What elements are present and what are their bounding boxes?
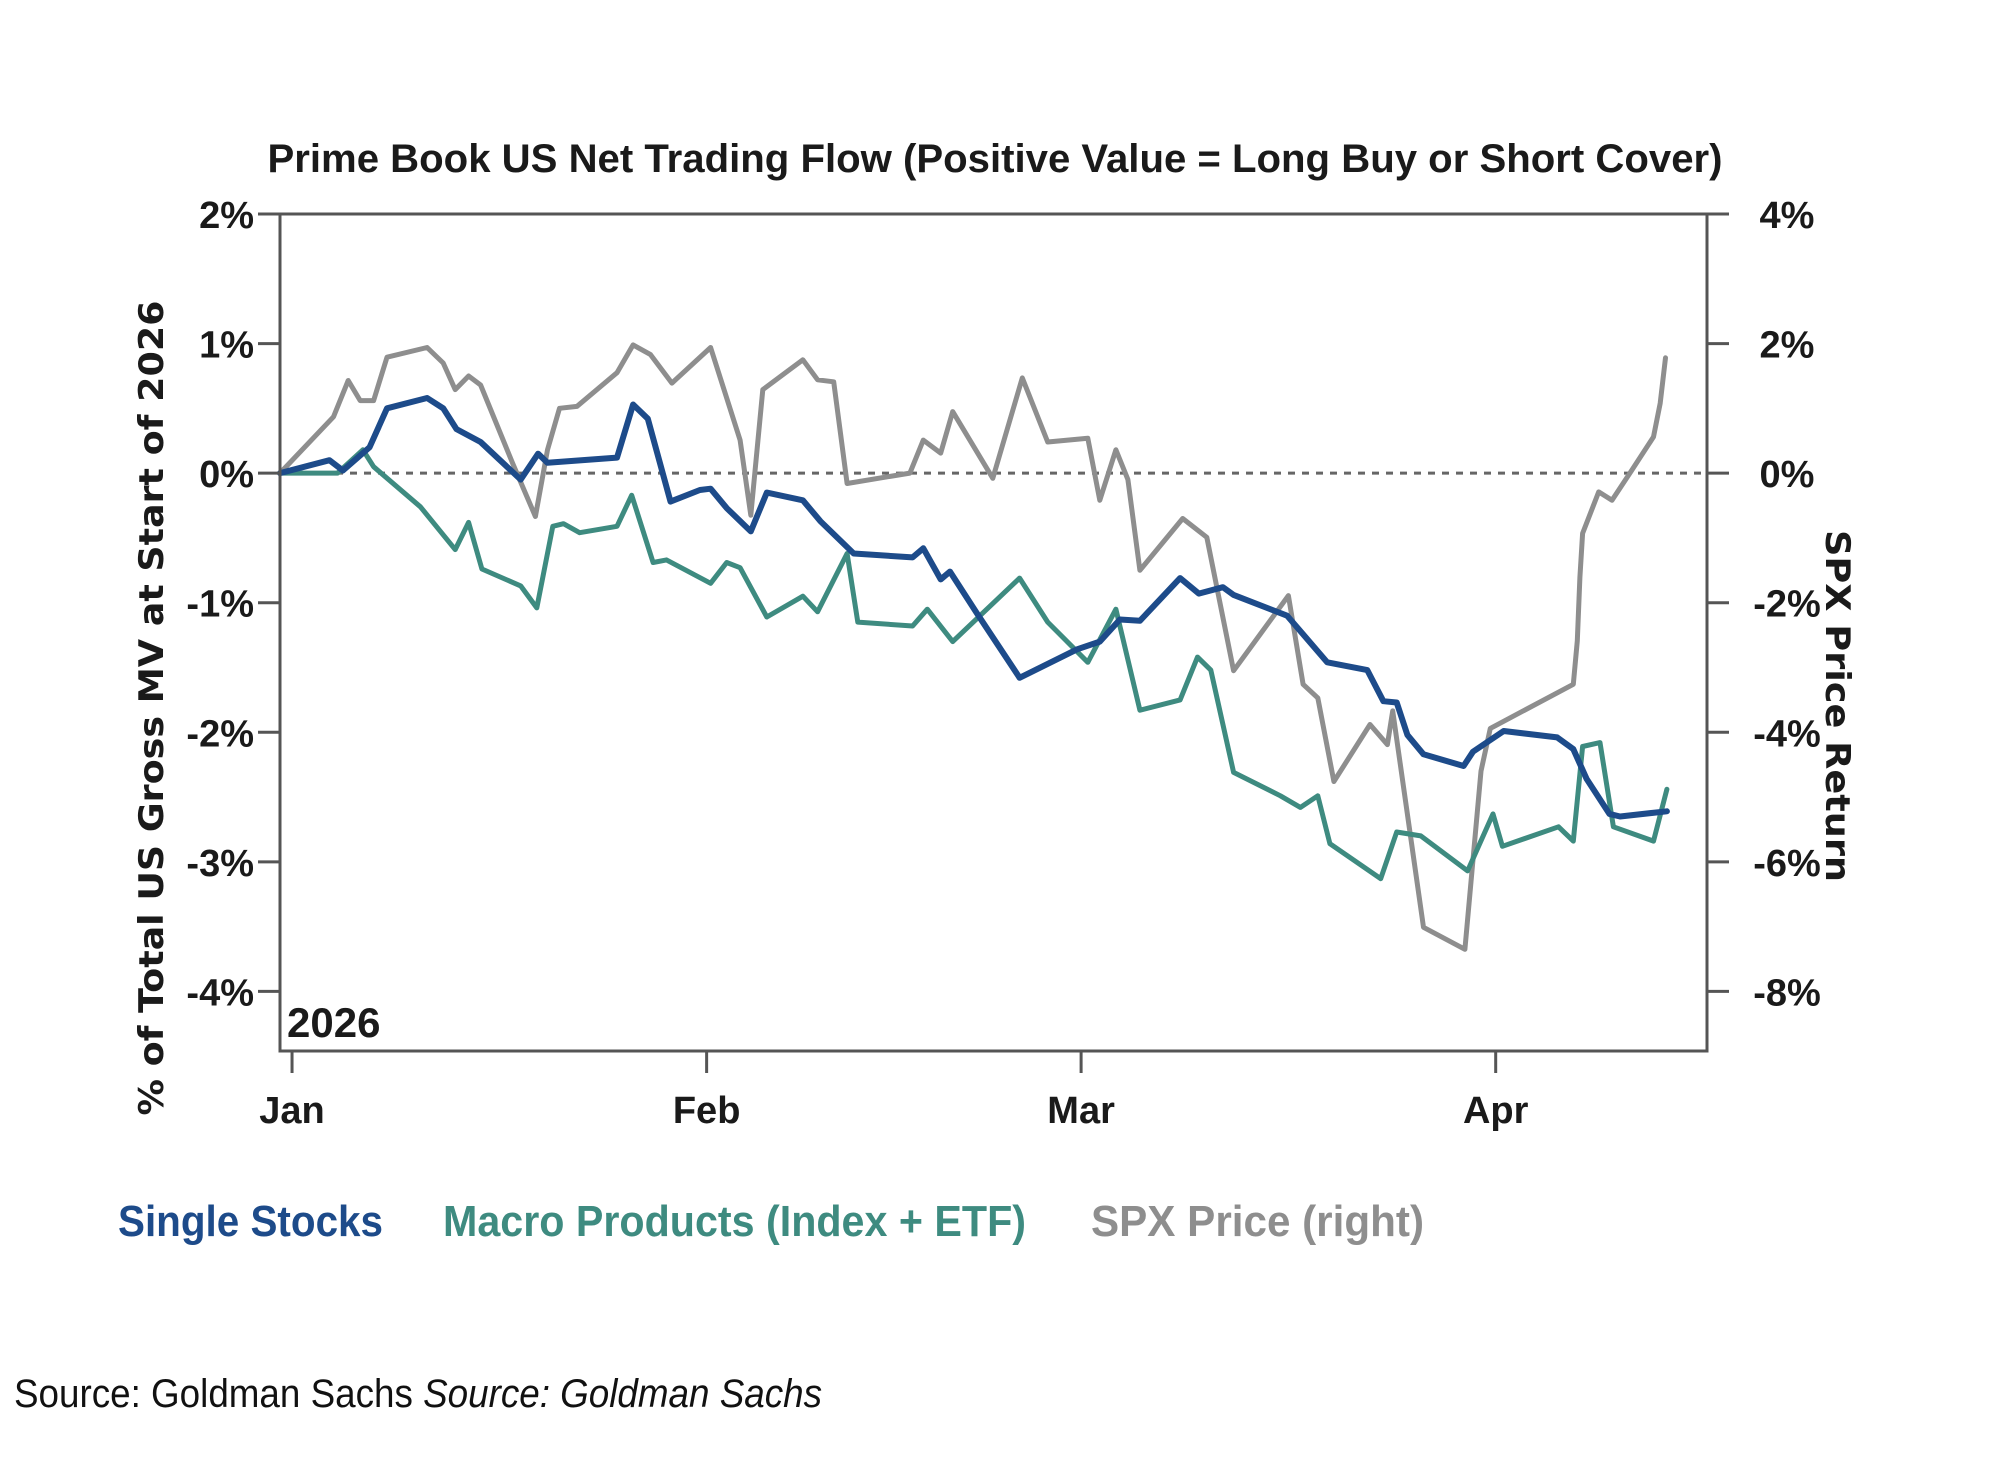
y-right-tick-label: -8% bbox=[1753, 972, 1821, 1014]
y-left-tick-label: -2% bbox=[186, 713, 254, 755]
y-axis-left-title: % of Total US Gross MV at Start of 2026 bbox=[132, 301, 172, 1116]
legend-item-single-stocks: Single Stocks bbox=[118, 1197, 383, 1246]
chart-title: Prime Book US Net Trading Flow (Positive… bbox=[268, 137, 1723, 181]
x-tick-label-mar: Mar bbox=[1047, 1090, 1115, 1132]
y-axis-right-title: SPX Price Return bbox=[1817, 530, 1857, 882]
y-left-tick-label: -1% bbox=[186, 584, 254, 626]
y-left-tick-label: 1% bbox=[199, 325, 254, 367]
series-line-single-stocks bbox=[277, 395, 1670, 820]
y-right-tick-label: -6% bbox=[1753, 843, 1821, 885]
y-right-tick-label: -4% bbox=[1753, 713, 1821, 755]
legend: Single Stocks Macro Products (Index + ET… bbox=[118, 1197, 1424, 1246]
y-axis-left-title-group: % of Total US Gross MV at Start of 2026 bbox=[132, 301, 172, 1116]
plot-frame bbox=[278, 212, 1709, 1053]
y-right-tick-label: 2% bbox=[1760, 325, 1815, 367]
y-left-tick-label: 2% bbox=[199, 195, 254, 237]
y-right-tick-label: -2% bbox=[1753, 584, 1821, 626]
y-right-tick-label: 4% bbox=[1760, 195, 1815, 237]
series-line-spx-price-right bbox=[277, 342, 1668, 952]
source-text: Source: Goldman Sachs bbox=[14, 1372, 413, 1416]
year-annotation: 2026 bbox=[287, 999, 380, 1046]
legend-item-spx-price: SPX Price (right) bbox=[1091, 1197, 1424, 1246]
y-right-tick-label: 0% bbox=[1760, 454, 1815, 496]
x-tick-label-feb: Feb bbox=[673, 1090, 741, 1132]
x-tick-label-jan: Jan bbox=[259, 1090, 324, 1132]
y-left-tick-label: -4% bbox=[186, 972, 254, 1014]
y-left-tick-label: -3% bbox=[186, 843, 254, 885]
x-tick-label-apr: Apr bbox=[1463, 1090, 1529, 1132]
y-axis-right-title-group: SPX Price Return bbox=[1817, 530, 1857, 882]
source-note: Source: Goldman Sachs Source: Goldman Sa… bbox=[14, 1372, 822, 1417]
source-text-italic: Source: Goldman Sachs bbox=[423, 1372, 822, 1416]
legend-item-macro-products: Macro Products (Index + ETF) bbox=[443, 1197, 1026, 1246]
series-line-macro-products-index-etf bbox=[277, 447, 1670, 882]
y-left-tick-label: 0% bbox=[199, 454, 254, 496]
